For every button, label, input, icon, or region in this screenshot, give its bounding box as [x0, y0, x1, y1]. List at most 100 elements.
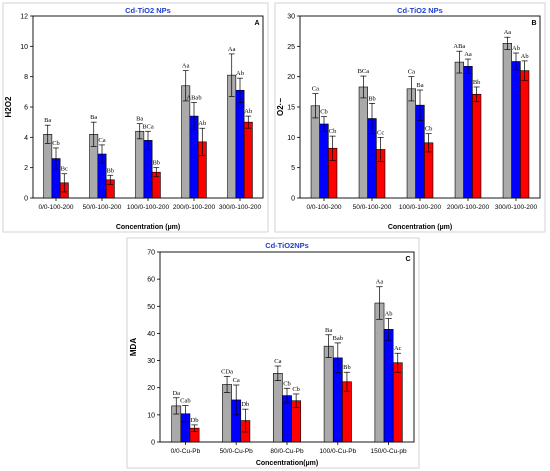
- bar: [406, 88, 416, 199]
- x-tick-label: 150/0-Cu-pb: [371, 448, 408, 455]
- x-tick-label: 50/0-Cu-Pb: [220, 448, 254, 455]
- panel-border: [2, 2, 269, 233]
- bar: [323, 345, 334, 443]
- bar: [454, 61, 464, 199]
- bar: [181, 85, 191, 199]
- significance-label: ABa: [453, 43, 465, 50]
- y-tick-label: 10: [20, 44, 28, 51]
- y-axis-label: O2·−: [276, 98, 285, 116]
- y-tick-label: 12: [20, 14, 28, 21]
- significance-label: Aa: [464, 51, 472, 58]
- significance-label: Ba: [136, 116, 143, 123]
- x-tick-label: 100/0-100-200: [399, 204, 442, 211]
- significance-label: Db: [191, 417, 199, 424]
- panel-letter: B: [531, 20, 536, 27]
- significance-label: Ca: [274, 358, 281, 365]
- panel-letter: A: [254, 20, 259, 27]
- significance-label: BCa: [358, 68, 370, 75]
- significance-label: Bb: [368, 95, 376, 102]
- y-tick-label: 30: [287, 14, 295, 21]
- y-tick-label: 0: [291, 196, 295, 203]
- x-tick-label: 300/0-100-200: [495, 204, 538, 211]
- y-tick-label: 40: [147, 331, 155, 338]
- bar: [472, 93, 482, 199]
- significance-label: Ba: [325, 327, 332, 334]
- significance-label: Aa: [228, 46, 236, 53]
- significance-label: Aa: [504, 29, 512, 36]
- significance-label: Cab: [180, 398, 190, 405]
- significance-label: Bb: [152, 160, 160, 167]
- bar: [135, 130, 145, 199]
- significance-label: Cb: [320, 109, 328, 116]
- y-tick-label: 10: [287, 135, 295, 142]
- x-tick-label: 200/0-100-200: [447, 204, 490, 211]
- y-axis-label: MDA: [129, 338, 138, 356]
- significance-label: Ba: [44, 117, 51, 124]
- panel-c: Cd-TiO2NPs C 0 10 20 30 40 50 60 70 MDA Concentrati…: [126, 237, 420, 469]
- y-tick-label: 25: [287, 44, 295, 51]
- chart-title: Cd-TiO2 NPs: [397, 6, 443, 15]
- y-tick-label: 0: [24, 196, 28, 203]
- y-tick-label: 50: [147, 304, 155, 311]
- significance-label: Ca: [408, 69, 415, 76]
- significance-label: Ca: [233, 377, 240, 384]
- x-tick-label: 100/0-100-200: [127, 204, 170, 211]
- bar: [374, 302, 385, 443]
- significance-label: Cb: [52, 140, 60, 147]
- panel-b: Cd-TiO2 NPs B 0 5 10 15 20 25 30 O2·− Concentratio…: [274, 2, 546, 233]
- significance-label: Cc: [377, 129, 384, 136]
- bar: [43, 134, 53, 199]
- bar: [520, 70, 530, 199]
- y-tick-label: 60: [147, 277, 155, 284]
- significance-label: Cb: [283, 380, 291, 387]
- significance-label: Bb: [473, 79, 481, 86]
- significance-label: Ab: [198, 120, 206, 127]
- chart-title: Cd-TiO2NPs: [265, 241, 309, 250]
- bar: [319, 123, 329, 199]
- bar: [222, 384, 232, 443]
- significance-label: ABab: [186, 94, 201, 101]
- bar: [235, 90, 245, 199]
- x-axis-label: Concentration (µm): [116, 224, 180, 231]
- significance-label: Ca: [312, 86, 319, 93]
- y-tick-label: 15: [287, 105, 295, 112]
- panel-letter: C: [405, 256, 410, 263]
- bar: [243, 121, 253, 199]
- significance-label: Bb: [343, 364, 351, 371]
- y-tick-label: 70: [147, 250, 155, 257]
- significance-label: Aa: [182, 63, 190, 70]
- y-tick-label: 2: [24, 165, 28, 172]
- x-tick-label: 50/0-100-200: [353, 204, 392, 211]
- panel-border: [126, 237, 420, 469]
- significance-label: Da: [172, 390, 180, 397]
- bar: [463, 66, 473, 199]
- significance-label: Ab: [512, 45, 520, 52]
- significance-label: Db: [241, 401, 249, 408]
- y-tick-label: 20: [287, 74, 295, 81]
- significance-label: Ab: [236, 70, 244, 77]
- y-tick-label: 20: [147, 385, 155, 392]
- bar: [358, 86, 368, 199]
- y-tick-label: 6: [24, 105, 28, 112]
- significance-label: Bab: [333, 335, 343, 342]
- significance-label: Ca: [98, 137, 105, 144]
- x-tick-label: 80/0-Cu-Pb: [270, 448, 304, 455]
- y-tick-label: 10: [147, 412, 155, 419]
- x-tick-label: 100/0-Cu-Pb: [319, 448, 356, 455]
- x-tick-label: 300/0-100-200: [219, 204, 262, 211]
- significance-label: Ba: [416, 82, 423, 89]
- y-tick-label: 0: [151, 440, 155, 447]
- significance-label: Bc: [61, 166, 68, 173]
- bar: [392, 362, 403, 443]
- bar: [502, 42, 512, 199]
- significance-label: Ba: [90, 114, 97, 121]
- significance-label: Ab: [244, 108, 252, 115]
- bar: [272, 373, 283, 443]
- significance-label: Cb: [329, 128, 337, 135]
- x-tick-label: 50/0-100-200: [83, 204, 122, 211]
- significance-label: CDa: [221, 368, 233, 375]
- significance-label: BCa: [142, 123, 154, 130]
- significance-label: Bb: [106, 167, 114, 174]
- y-tick-label: 8: [24, 74, 28, 81]
